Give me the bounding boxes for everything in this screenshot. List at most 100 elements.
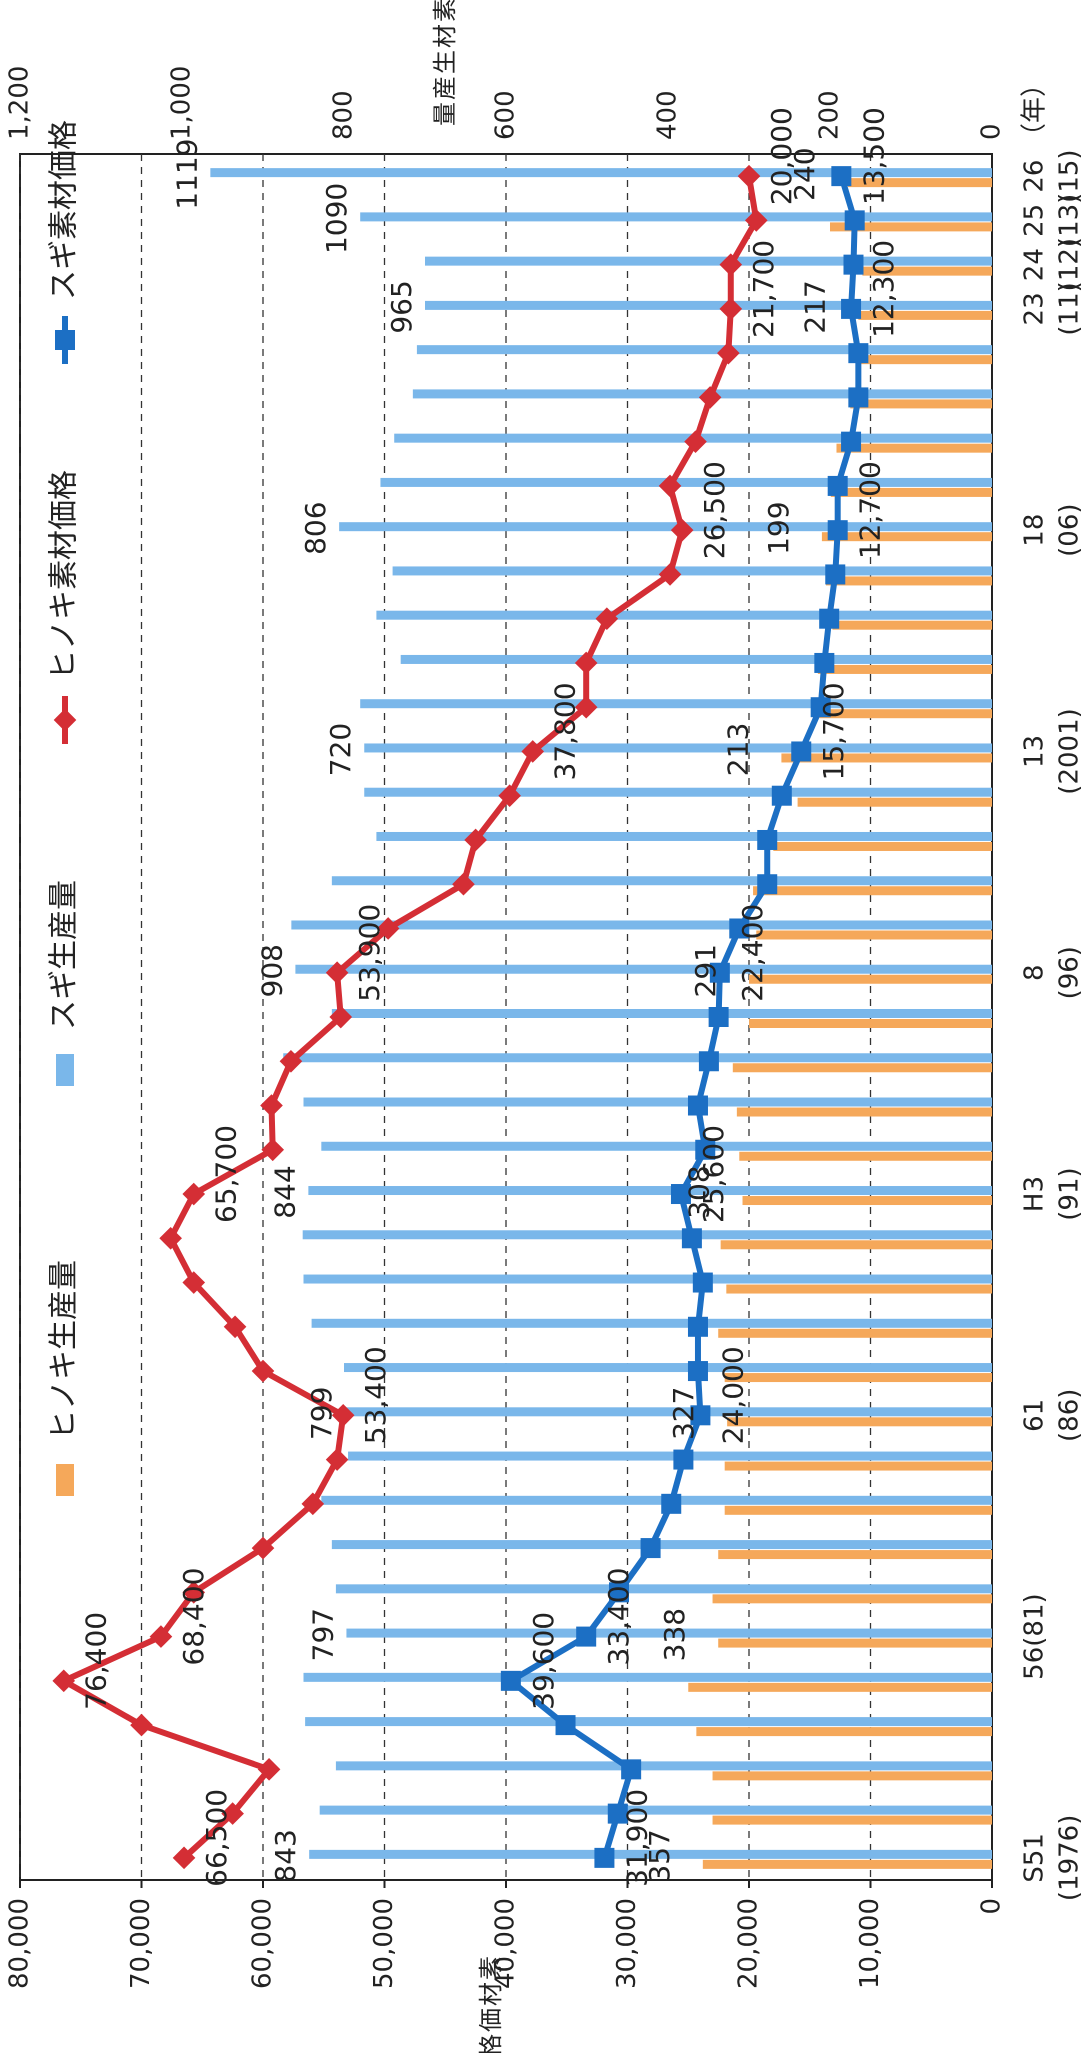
- sugi-price-point: [607, 1803, 628, 1824]
- price-tick-label: 40,000: [491, 1898, 521, 1989]
- hinoki-price-point: [658, 563, 682, 586]
- sugi-price-point: [594, 1847, 615, 1868]
- volume-tick-label: 1,000: [167, 66, 197, 140]
- sugi-price-data-label: 39,600: [527, 1612, 560, 1710]
- price-axis-title: 格: [477, 2034, 505, 2053]
- sugi-volume-bar: [335, 1584, 992, 1594]
- sugi-volume-bar: [392, 566, 993, 576]
- sugi-price-point: [827, 475, 848, 496]
- sugi-volume-data-label: 720: [324, 723, 357, 776]
- hinoki-price-point: [717, 341, 740, 365]
- sugi-volume-data-label: 797: [306, 1608, 339, 1661]
- sugi-volume-bar: [321, 1495, 992, 1505]
- sugi-price-point: [621, 1759, 642, 1780]
- hinoki-price-data-label: 53,900: [353, 904, 386, 1002]
- hinoki-price-point: [329, 1005, 353, 1029]
- hinoki-volume-bar: [862, 266, 992, 276]
- hinoki-volume-bar: [773, 841, 992, 851]
- sugi-price-point: [825, 564, 846, 585]
- sugi-price-point: [757, 874, 778, 895]
- hinoki-price-data-label: 68,400: [177, 1568, 210, 1666]
- legend-swatch: [56, 1054, 74, 1086]
- sugi-price-point: [687, 1361, 708, 1382]
- hinoki-price-point: [464, 828, 487, 852]
- hinoki-volume-bar: [749, 974, 992, 984]
- legend-marker: [55, 330, 75, 350]
- hinoki-volume-bar: [850, 399, 992, 409]
- hinoki-volume-data-label: 291: [689, 944, 722, 997]
- price-axis-title: 価: [477, 2008, 505, 2032]
- sugi-price-point: [843, 254, 864, 275]
- price-axis-title: 素: [477, 1956, 505, 1980]
- hinoki-volume-bar: [858, 310, 992, 320]
- sugi-volume-bar: [425, 300, 992, 310]
- hinoki-volume-bar: [749, 1019, 992, 1028]
- sugi-volume-bar: [331, 1540, 993, 1550]
- sugi-volume-bar: [331, 876, 993, 886]
- sugi-price-point: [690, 1405, 711, 1426]
- price-tick-label: 80,000: [5, 1898, 35, 1989]
- hinoki-volume-data-label: 199: [762, 501, 795, 554]
- sugi-volume-bar: [335, 1761, 992, 1771]
- hinoki-price-point: [498, 784, 521, 808]
- sugi-price-point: [687, 1095, 708, 1116]
- hinoki-volume-bar: [736, 1107, 992, 1117]
- sugi-volume-bar: [309, 1849, 992, 1859]
- hinoki-price-point: [698, 386, 722, 409]
- hinoki-price-data-label: 65,700: [210, 1125, 243, 1223]
- hinoki-volume-bar: [817, 664, 992, 674]
- hinoki-volume-bar: [855, 355, 992, 365]
- sugi-volume-bar: [348, 1451, 992, 1461]
- hinoki-price-data-label: 53,400: [359, 1346, 392, 1444]
- year-tick-label: 26: [1020, 160, 1050, 193]
- volume-tick-label: 400: [653, 90, 683, 140]
- hinoki-volume-data-label: 327: [667, 1387, 700, 1440]
- hinoki-price-point: [301, 1492, 325, 1516]
- sugi-volume-bar: [344, 1363, 992, 1373]
- year-tick-label: 56(81): [1020, 1593, 1050, 1679]
- sugi-price-data-label: 31,900: [620, 1789, 653, 1887]
- year-tick-label: (86): [1055, 1389, 1085, 1442]
- sugi-volume-bar: [364, 743, 992, 753]
- hinoki-price-point: [658, 474, 682, 498]
- hinoki-price-point: [595, 607, 619, 631]
- hinoki-price-point: [279, 1049, 303, 1073]
- year-tick-label: (13): [1055, 194, 1085, 247]
- sugi-volume-data-label: 1119: [170, 138, 203, 209]
- year-tick-label: (12): [1055, 238, 1085, 291]
- year-tick-label: (96): [1055, 946, 1085, 999]
- sugi-price-point: [555, 1715, 576, 1736]
- sugi-volume-bar: [380, 477, 992, 487]
- hinoki-price-data-label: 21,700: [747, 240, 780, 338]
- sugi-price-point: [576, 1626, 597, 1647]
- sugi-price-point: [771, 785, 792, 806]
- sugi-price-point: [757, 829, 778, 850]
- legend-swatch: [56, 1464, 74, 1496]
- sugi-volume-bar: [311, 1318, 993, 1328]
- sugi-volume-bar: [339, 522, 992, 532]
- sugi-volume-bar: [302, 1230, 992, 1240]
- sugi-price-point: [670, 1184, 691, 1205]
- year-tick-label: (15): [1055, 149, 1085, 202]
- hinoki-volume-bar: [753, 886, 992, 896]
- sugi-volume-bar: [319, 1805, 992, 1815]
- year-tick-label: 25: [1020, 204, 1050, 237]
- sugi-volume-bar: [331, 1009, 993, 1018]
- sugi-volume-data-label: 908: [255, 944, 288, 997]
- hinoki-volume-data-label: 308: [683, 1165, 716, 1218]
- sugi-price-point: [608, 1582, 629, 1603]
- sugi-volume-bar: [291, 920, 993, 930]
- hinoki-volume-bar: [847, 178, 992, 188]
- hinoki-volume-bar: [724, 1461, 992, 1471]
- volume-tick-label: 1,200: [5, 66, 35, 140]
- sugi-volume-bar: [344, 1407, 992, 1417]
- sugi-price-point: [827, 520, 848, 541]
- hinoki-price-point: [452, 872, 475, 896]
- sugi-volume-bar: [376, 831, 992, 841]
- sugi-volume-bar: [303, 1097, 992, 1107]
- sugi-price-point: [831, 166, 852, 187]
- sugi-price-point: [819, 608, 840, 629]
- hinoki-volume-bar: [830, 487, 992, 497]
- volume-tick-label: 600: [491, 90, 521, 140]
- year-tick-label: (1976): [1055, 1815, 1085, 1901]
